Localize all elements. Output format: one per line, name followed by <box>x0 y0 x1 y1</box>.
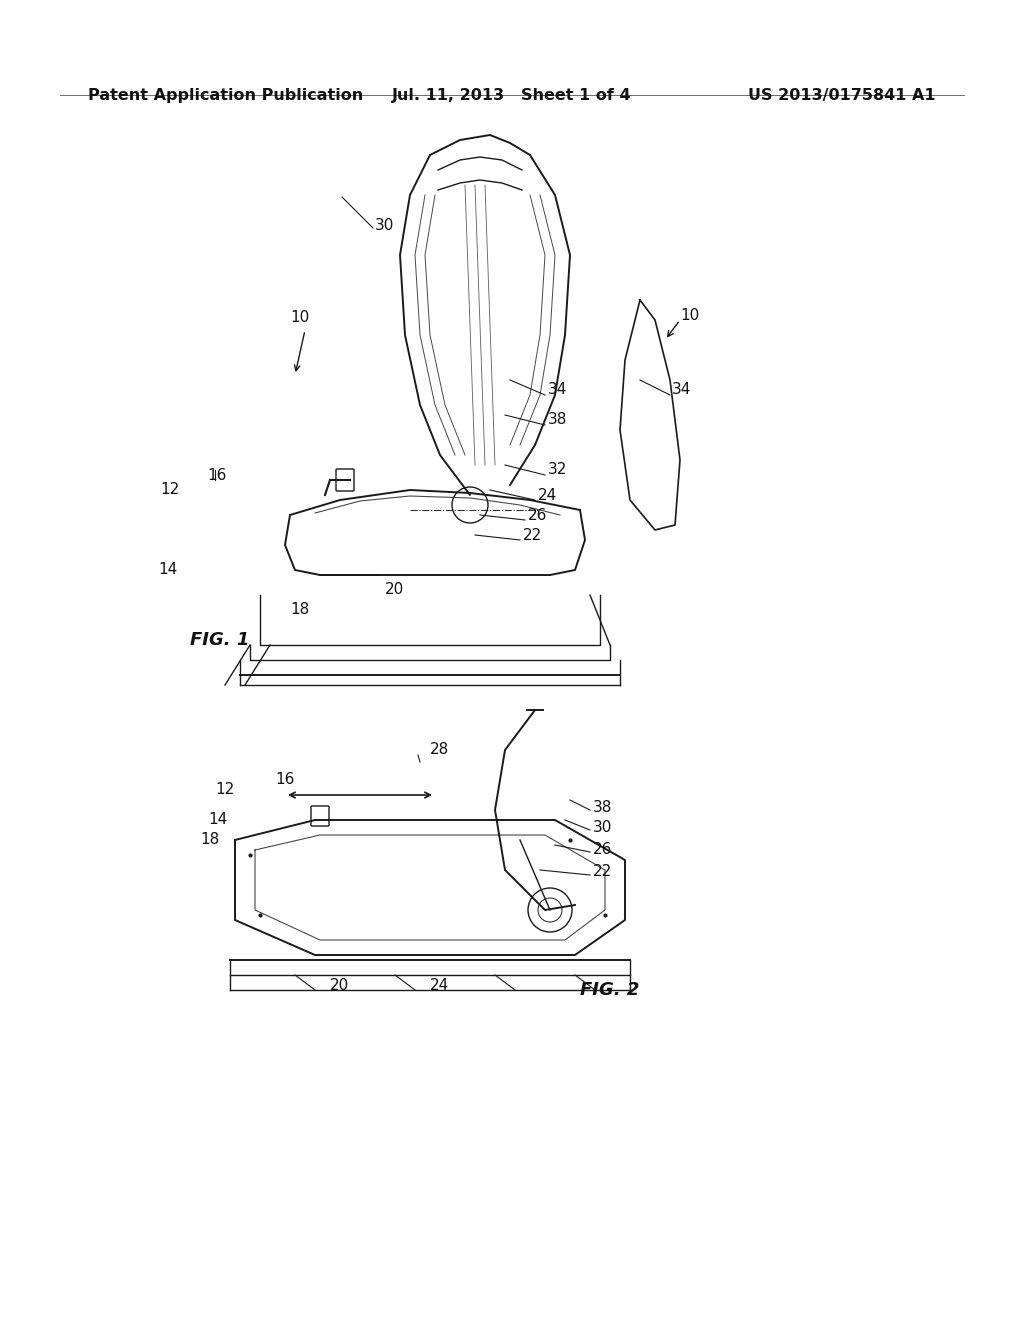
Text: 22: 22 <box>593 865 612 879</box>
Text: 12: 12 <box>160 483 179 498</box>
Text: US 2013/0175841 A1: US 2013/0175841 A1 <box>749 87 936 103</box>
Text: FIG. 1: FIG. 1 <box>190 631 250 649</box>
Text: 16: 16 <box>275 772 294 788</box>
Text: 28: 28 <box>430 742 450 758</box>
FancyBboxPatch shape <box>311 807 329 826</box>
Text: 10: 10 <box>680 308 699 322</box>
Text: 30: 30 <box>375 218 394 232</box>
Text: 30: 30 <box>593 820 612 834</box>
Text: 22: 22 <box>523 528 543 543</box>
Text: 26: 26 <box>593 842 612 857</box>
Text: 38: 38 <box>548 412 567 428</box>
Text: 34: 34 <box>548 383 567 397</box>
Text: 26: 26 <box>528 507 548 523</box>
Text: 12: 12 <box>215 783 234 797</box>
Text: 10: 10 <box>290 309 309 325</box>
Text: 24: 24 <box>430 978 450 993</box>
Text: 14: 14 <box>158 562 177 578</box>
Text: 32: 32 <box>548 462 567 478</box>
Text: 20: 20 <box>330 978 349 993</box>
FancyBboxPatch shape <box>336 469 354 491</box>
Text: 16: 16 <box>207 469 226 483</box>
Text: Patent Application Publication: Patent Application Publication <box>88 87 364 103</box>
Text: 24: 24 <box>538 487 557 503</box>
Text: 20: 20 <box>385 582 404 598</box>
Text: 34: 34 <box>672 383 691 397</box>
Text: Jul. 11, 2013   Sheet 1 of 4: Jul. 11, 2013 Sheet 1 of 4 <box>392 87 632 103</box>
Text: FIG. 2: FIG. 2 <box>580 981 639 999</box>
Text: 18: 18 <box>200 833 219 847</box>
Text: 14: 14 <box>208 813 227 828</box>
Text: 38: 38 <box>593 800 612 814</box>
Text: 18: 18 <box>290 602 309 618</box>
